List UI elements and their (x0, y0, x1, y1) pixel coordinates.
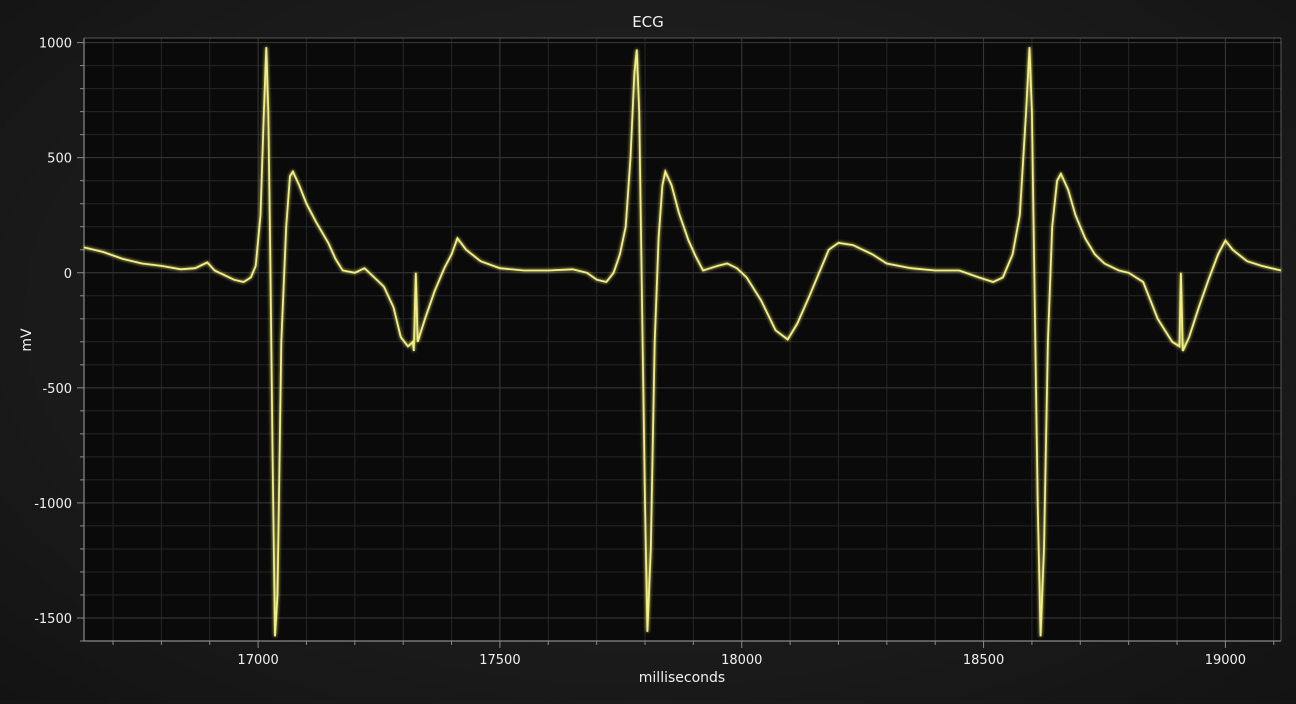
plot-area (84, 38, 1281, 641)
y-tick-label: -500 (42, 382, 72, 397)
y-tick-label: 1000 (39, 37, 72, 52)
y-axis-label: mV (19, 328, 35, 352)
y-tick-label: 500 (47, 152, 72, 167)
minor-grid (84, 38, 1281, 642)
x-tick-label: 18500 (963, 653, 1004, 668)
x-tick-label: 17500 (479, 653, 520, 668)
chart-title: ECG (632, 13, 664, 31)
tick-labels: 17000 17500 18000 18500 19000 1000 500 0 -500 -10… (34, 37, 1246, 668)
y-tick-label: 0 (64, 267, 72, 282)
x-tick-label: 18000 (721, 653, 762, 668)
y-tick-label: -1000 (34, 497, 72, 512)
axes (77, 37, 1282, 648)
x-axis-label: milliseconds (639, 670, 725, 686)
y-tick-label: -1500 (34, 612, 72, 627)
x-tick-label: 17000 (237, 653, 278, 668)
series-line (83, 47, 1282, 637)
x-tick-label: 19000 (1205, 653, 1246, 668)
major-grid (84, 38, 1281, 641)
